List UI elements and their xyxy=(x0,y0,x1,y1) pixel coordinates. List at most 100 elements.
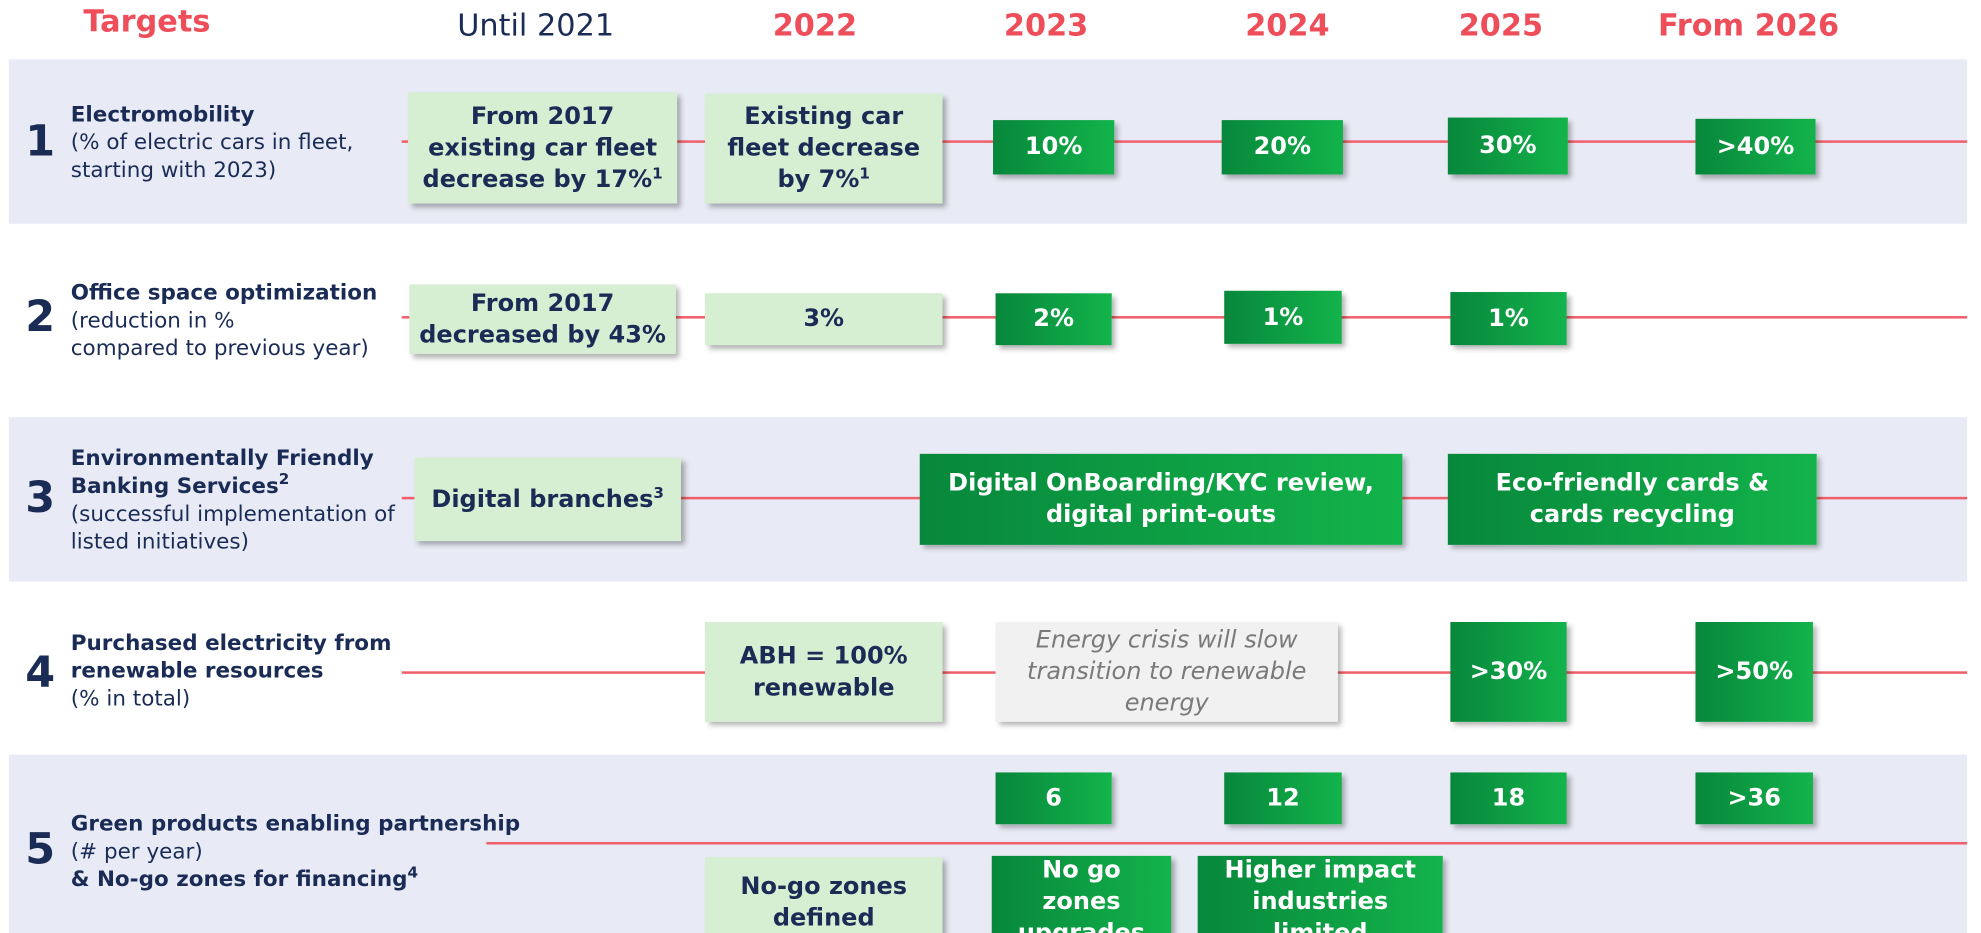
target-box: Digital OnBoarding/KYC review, digital p… xyxy=(919,453,1403,545)
footnote-mark: 2 xyxy=(278,470,290,488)
box-label: From 2017 existing car fleet decrease by… xyxy=(422,101,658,193)
timeline-line xyxy=(401,140,1968,143)
timeline-line xyxy=(401,316,1968,319)
box-text: 20% xyxy=(1254,131,1311,163)
box-label: Digital branches xyxy=(431,484,654,513)
box-label: Eco-friendly cards & cards recycling xyxy=(1495,469,1770,529)
target-box: >40% xyxy=(1695,118,1816,175)
row-title-line: (% of electric cars in fleet, xyxy=(71,129,354,157)
target-box: 12 xyxy=(1224,772,1342,825)
header-title: Targets xyxy=(83,3,211,40)
box-text: >50% xyxy=(1715,656,1793,688)
target-box: No go zones upgrades xyxy=(991,854,1172,933)
box-label: No-go zones defined xyxy=(740,872,908,932)
row-number: 3 xyxy=(25,472,56,524)
box-text: Energy crisis will slow transition to re… xyxy=(1003,625,1330,720)
box-label: >36 xyxy=(1727,783,1781,812)
footnote-mark: 3 xyxy=(653,483,664,502)
box-text: 10% xyxy=(1025,131,1082,163)
box-label: 1% xyxy=(1262,302,1304,331)
row-title-line: renewable resources xyxy=(71,657,324,685)
target-box: 1% xyxy=(1224,290,1342,344)
box-label: 1% xyxy=(1488,304,1529,332)
row-title-line: (% in total) xyxy=(71,685,191,713)
target-box: >50% xyxy=(1695,622,1813,722)
row-title-line: (reduction in % xyxy=(71,307,235,335)
target-box: 18 xyxy=(1450,772,1567,825)
row-title-line: compared to previous year) xyxy=(71,335,369,363)
box-label: 30% xyxy=(1479,131,1537,160)
box-label: >50% xyxy=(1715,657,1794,686)
box-label: 18 xyxy=(1491,783,1526,812)
box-label: 2% xyxy=(1033,304,1075,333)
line-text: (successful implementation of xyxy=(70,501,395,528)
row-title-line: Electromobility xyxy=(71,101,255,129)
target-box: Energy crisis will slow transition to re… xyxy=(995,622,1338,722)
line-text: renewable resources xyxy=(70,658,324,684)
line-text: Purchased electricity from xyxy=(70,630,392,657)
target-box: >36 xyxy=(1695,772,1813,825)
target-box: 20% xyxy=(1221,120,1343,175)
box-label: Energy crisis will slow transition to re… xyxy=(1027,625,1307,717)
box-label: Existing car fleet decrease by 7% xyxy=(727,102,921,194)
box-label: 12 xyxy=(1266,783,1300,812)
box-text: >36 xyxy=(1727,783,1781,815)
line-text: Green products enabling partnership xyxy=(70,811,521,837)
box-label: 6 xyxy=(1045,783,1063,812)
box-label: From 2017 decreased by 43% xyxy=(419,288,667,349)
column-header: 2023 xyxy=(1003,7,1089,43)
box-label: >30% xyxy=(1469,657,1548,686)
target-box: >30% xyxy=(1450,622,1567,722)
target-box: 2% xyxy=(995,293,1112,346)
column-header: 2025 xyxy=(1458,7,1544,43)
target-box: No-go zones defined xyxy=(704,857,943,933)
box-label: Higher impact industries limited xyxy=(1224,855,1416,933)
box-text: No go zones upgrades xyxy=(999,854,1163,933)
row-title-line: starting with 2023) xyxy=(71,157,276,185)
line-text: Electromobility xyxy=(70,102,255,128)
box-label: No go zones upgrades xyxy=(1017,855,1146,933)
target-box: From 2017 existing car fleet decrease by… xyxy=(408,92,678,204)
target-box: 10% xyxy=(993,120,1115,175)
line-text: starting with 2023) xyxy=(70,158,277,184)
target-box: Eco-friendly cards & cards recycling xyxy=(1447,453,1817,545)
row-title-line: Environmentally Friendly xyxy=(71,445,374,473)
line-text: (% of electric cars in fleet, xyxy=(70,130,354,156)
row-number: 5 xyxy=(25,824,56,875)
box-label: Digital OnBoarding/KYC review, digital p… xyxy=(948,469,1374,529)
line-text: listed initiatives) xyxy=(70,529,249,555)
box-text: Eco-friendly cards & cards recycling xyxy=(1455,468,1809,531)
box-text: 1% xyxy=(1263,302,1304,334)
line-text: Environmentally Friendly xyxy=(70,446,374,472)
box-text: 1% xyxy=(1488,303,1529,335)
box-text: 6 xyxy=(1045,783,1062,815)
box-text: No-go zones defined xyxy=(713,871,935,933)
row-title-line: & No-go zones for financing4 xyxy=(70,863,419,894)
column-header: Until 2021 xyxy=(457,7,615,43)
box-text: ABH = 100% renewable xyxy=(713,640,935,703)
row-title-line: (successful implementation of xyxy=(71,501,395,529)
box-text: 2% xyxy=(1033,303,1074,335)
line-text: (# per year) xyxy=(70,839,203,865)
target-box: Existing car fleet decrease by 7%1 xyxy=(704,93,943,204)
box-text: From 2017 existing car fleet decrease by… xyxy=(416,101,670,196)
line-text: & No-go zones for financing xyxy=(70,867,408,893)
row-title-line: Green products enabling partnership xyxy=(71,810,520,838)
box-text: 30% xyxy=(1479,130,1536,162)
column-header: 2022 xyxy=(772,7,858,43)
box-text: 12 xyxy=(1266,783,1299,815)
footnote-mark: 1 xyxy=(859,164,870,183)
box-text: 18 xyxy=(1492,783,1525,815)
box-text: Digital branches3 xyxy=(431,484,664,516)
footnote-mark: 4 xyxy=(407,863,419,882)
box-label: >40% xyxy=(1716,132,1795,160)
row-title-line: Banking Services2 xyxy=(71,470,290,501)
box-text: Existing car fleet decrease by 7%1 xyxy=(713,101,935,196)
target-box: 30% xyxy=(1447,117,1568,175)
target-box: From 2017 decreased by 43% xyxy=(409,284,676,354)
row-title-line: Purchased electricity from xyxy=(71,630,392,658)
box-text: >30% xyxy=(1470,656,1548,688)
target-box: Digital branches3 xyxy=(414,457,681,542)
box-label: ABH = 100% renewable xyxy=(739,641,908,702)
